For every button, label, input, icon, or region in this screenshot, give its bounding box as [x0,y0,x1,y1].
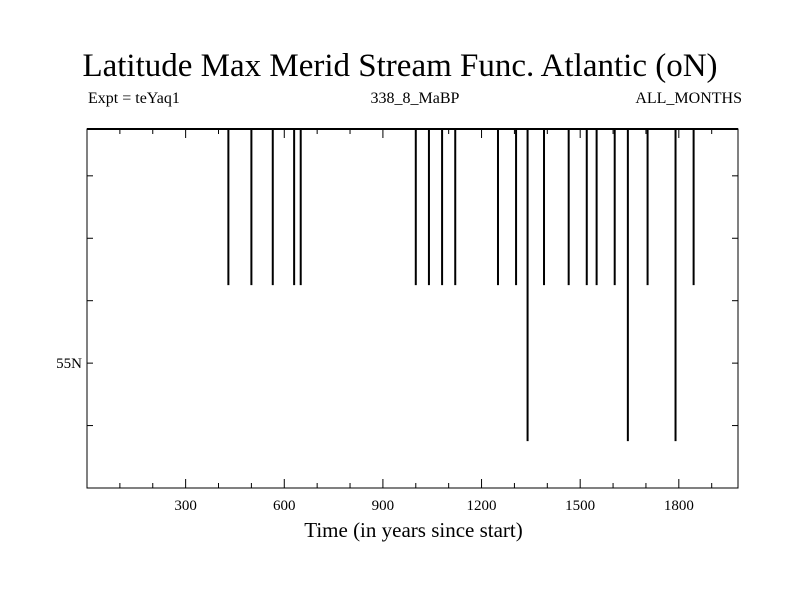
x-axis-label: Time (in years since start) [304,518,523,542]
x-tick-label: 1200 [467,498,497,514]
subtitle-experiment: Expt = teYaq1 [88,90,180,107]
plot-frame [86,128,739,489]
x-tick-label: 1800 [664,498,694,514]
x-tick-label: 600 [273,498,296,514]
x-tick-label: 300 [174,498,197,514]
x-tick-label: 1500 [565,498,595,514]
chart-title: Latitude Max Merid Stream Func. Atlantic… [82,48,718,84]
subtitle-months: ALL_MONTHS [635,90,742,107]
y-tick-label: 55N [56,356,82,372]
subtitle-case: 338_8_MaBP [370,90,460,107]
x-tick-label: 900 [372,498,395,514]
